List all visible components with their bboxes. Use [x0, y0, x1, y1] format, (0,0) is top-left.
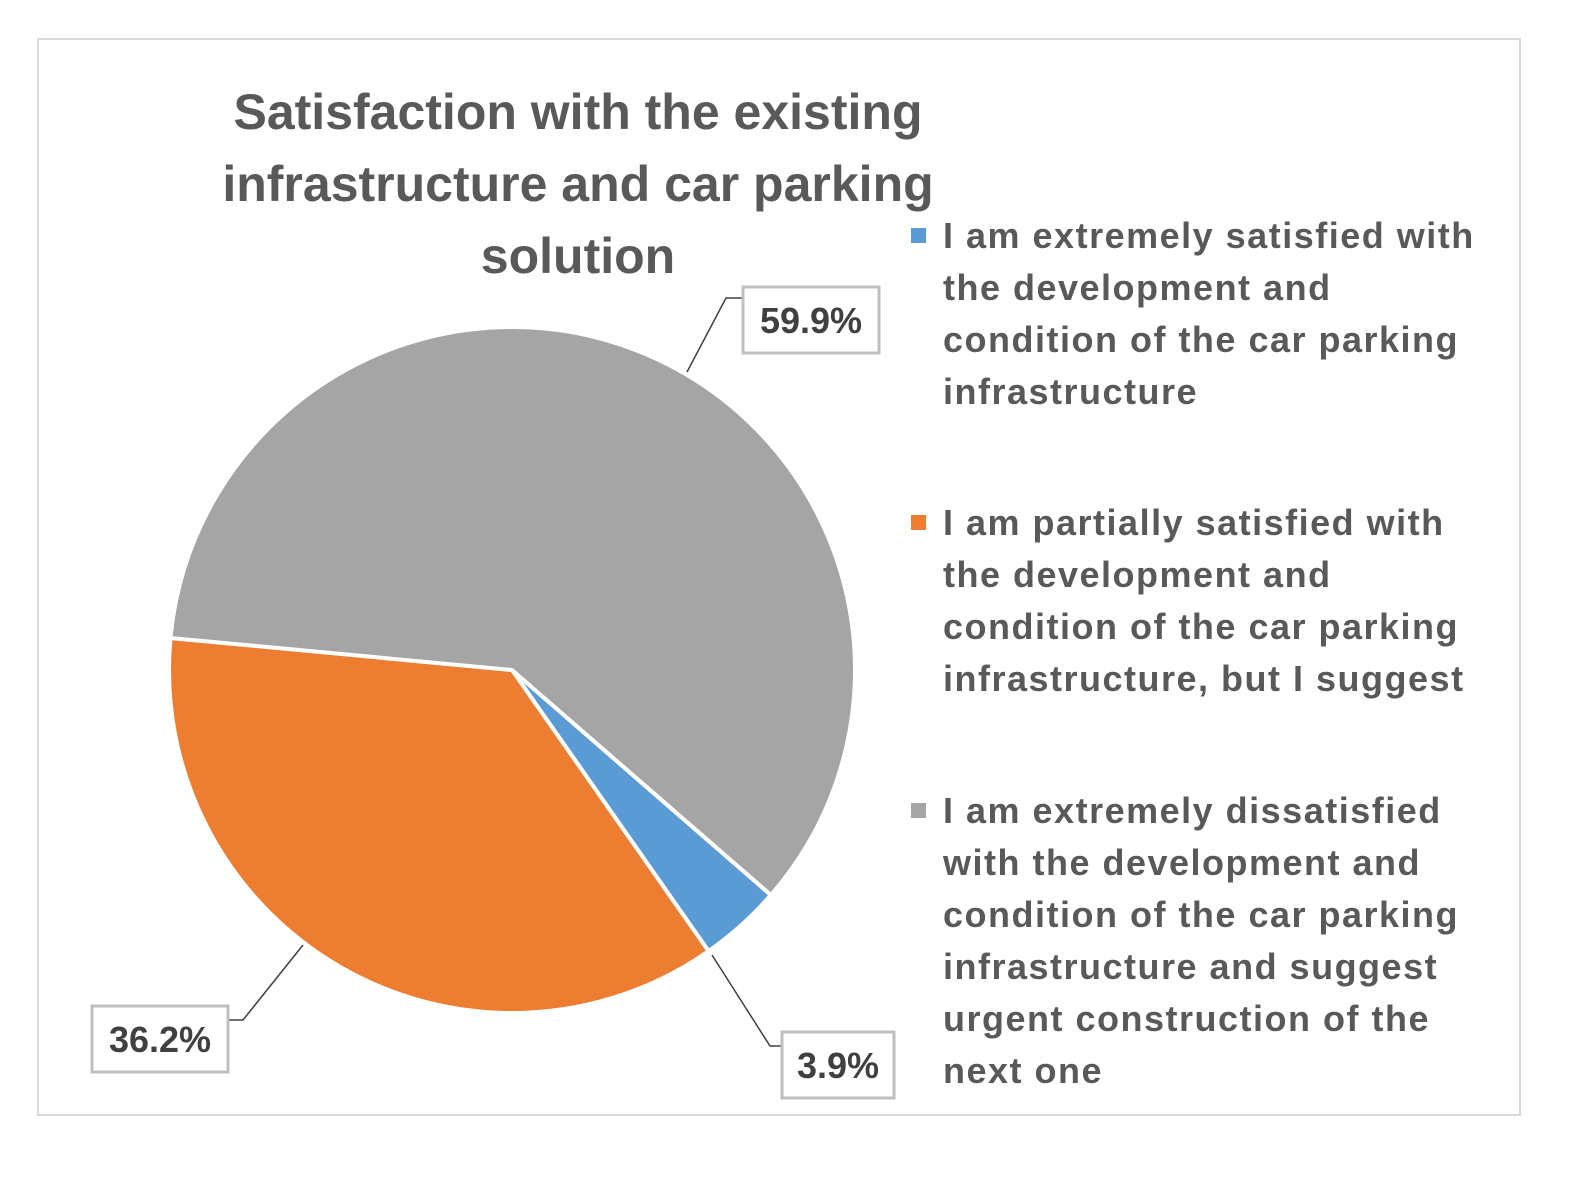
data-label-partially-satisfied: 36.2%	[109, 1019, 211, 1060]
legend-swatch	[911, 515, 926, 530]
legend-swatch	[911, 803, 926, 818]
data-label-box	[780, 1030, 896, 1100]
leader-line	[711, 954, 782, 1047]
data-label-box	[90, 1004, 230, 1074]
data-label-extremely-dissatisfied: 59.9%	[760, 300, 862, 341]
legend-label: I am extremely dissatisfied with the dev…	[943, 790, 1460, 1091]
leader-line	[228, 944, 304, 1021]
legend-label: I am extremely satisfied with the develo…	[943, 215, 1475, 412]
legend-label: I am partially satisfied with the develo…	[943, 502, 1465, 699]
slice-extremely-dissatisfied[interactable]	[168, 324, 857, 898]
legend-swatch	[911, 228, 926, 243]
data-label-extremely-satisfied: 3.9%	[797, 1045, 879, 1086]
chart-title: Satisfaction with the existing infrastru…	[222, 84, 934, 284]
slice-partially-satisfied[interactable]	[167, 635, 711, 1015]
leader-line	[686, 297, 743, 373]
data-label-box	[741, 285, 881, 355]
